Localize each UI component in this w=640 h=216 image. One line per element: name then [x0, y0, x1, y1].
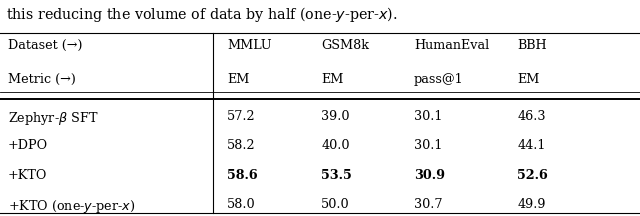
Text: 44.1: 44.1: [517, 139, 545, 152]
Text: GSM8k: GSM8k: [321, 39, 369, 52]
Text: 39.0: 39.0: [321, 110, 350, 123]
Text: 49.9: 49.9: [517, 198, 546, 211]
Text: 40.0: 40.0: [321, 139, 350, 152]
Text: HumanEval: HumanEval: [414, 39, 490, 52]
Text: 50.0: 50.0: [321, 198, 350, 211]
Text: Metric (→): Metric (→): [8, 73, 76, 86]
Text: Zephyr-$\beta$ SFT: Zephyr-$\beta$ SFT: [8, 110, 98, 127]
Text: pass@1: pass@1: [414, 73, 464, 86]
Text: 30.1: 30.1: [414, 139, 442, 152]
Text: 58.0: 58.0: [227, 198, 256, 211]
Text: 58.2: 58.2: [227, 139, 256, 152]
Text: EM: EM: [517, 73, 540, 86]
Text: MMLU: MMLU: [227, 39, 272, 52]
Text: 57.2: 57.2: [227, 110, 256, 123]
Text: EM: EM: [321, 73, 344, 86]
Text: BBH: BBH: [517, 39, 547, 52]
Text: +DPO: +DPO: [8, 139, 48, 152]
Text: 58.6: 58.6: [227, 169, 258, 182]
Text: 30.7: 30.7: [414, 198, 443, 211]
Text: 30.9: 30.9: [414, 169, 445, 182]
Text: Dataset (→): Dataset (→): [8, 39, 82, 52]
Text: 53.5: 53.5: [321, 169, 352, 182]
Text: 52.6: 52.6: [517, 169, 548, 182]
Text: +KTO (one-$y$-per-$x$): +KTO (one-$y$-per-$x$): [8, 198, 135, 215]
Text: 46.3: 46.3: [517, 110, 546, 123]
Text: +KTO: +KTO: [8, 169, 47, 182]
Text: this reducing the volume of data by half (one-$y$-per-$x$).: this reducing the volume of data by half…: [6, 5, 398, 24]
Text: EM: EM: [227, 73, 250, 86]
Text: 30.1: 30.1: [414, 110, 442, 123]
